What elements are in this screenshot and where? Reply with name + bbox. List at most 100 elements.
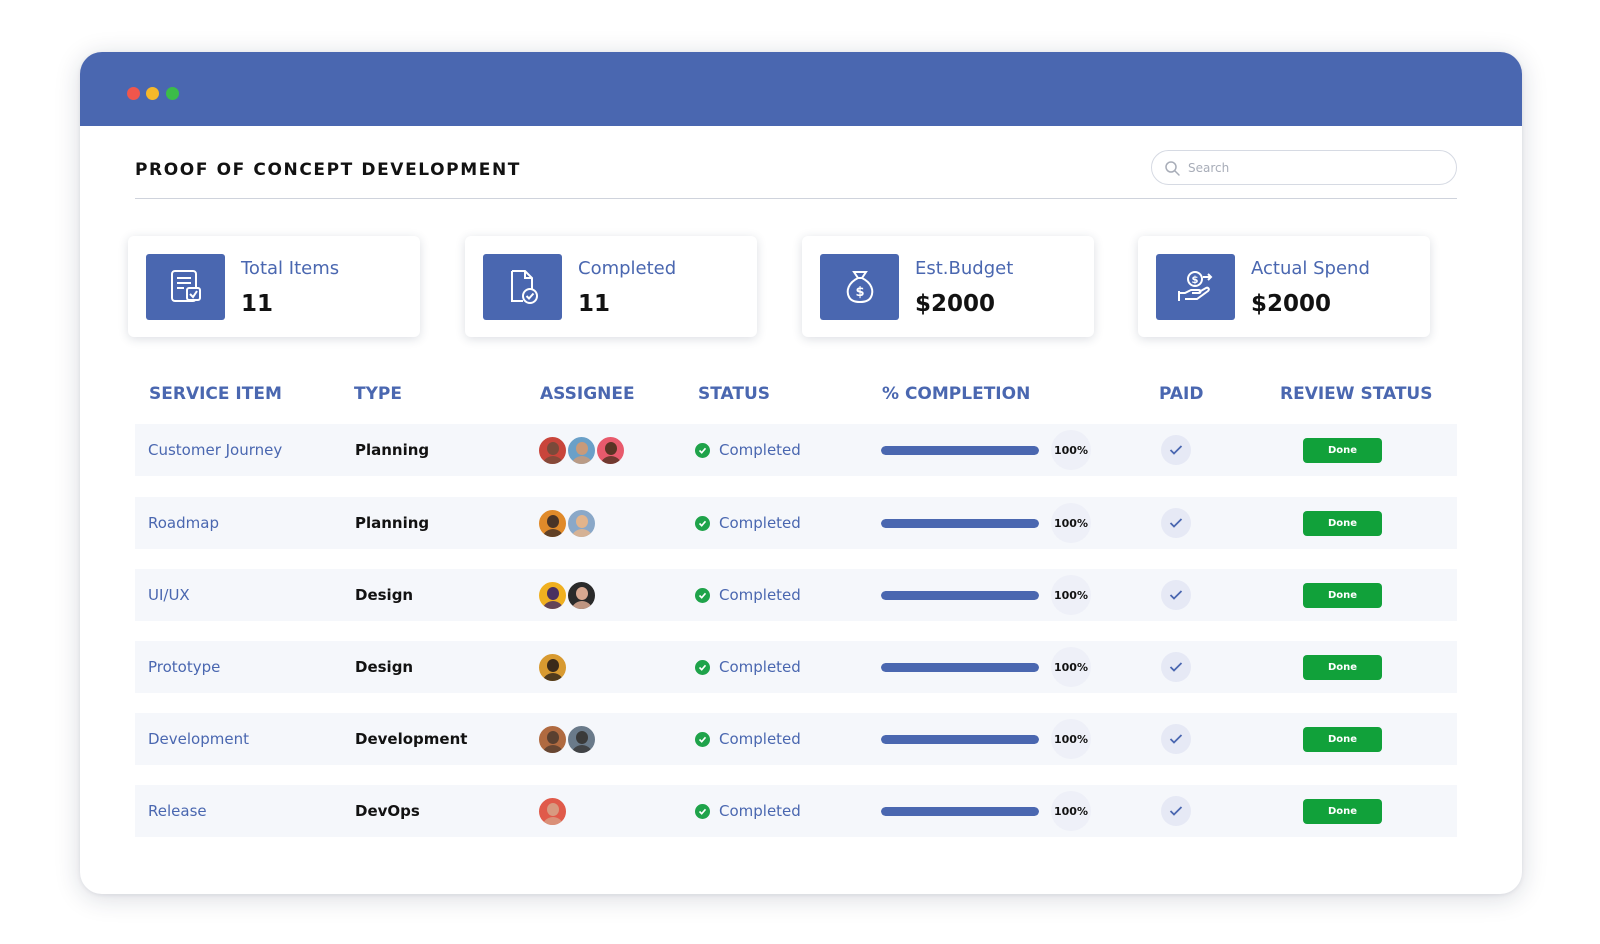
check-circle-icon [695, 587, 710, 603]
paid-check-button[interactable] [1161, 435, 1191, 465]
assignee-avatar[interactable] [566, 434, 597, 466]
assignee-avatar[interactable] [566, 723, 597, 755]
assignee-avatar[interactable] [537, 507, 568, 539]
completion-percent: 100% [1051, 575, 1091, 615]
assignee-avatar[interactable] [537, 795, 568, 827]
column-header-type[interactable]: TYPE [354, 384, 402, 404]
progress-fill [881, 734, 1039, 744]
column-header-review-status[interactable]: REVIEW STATUS [1280, 384, 1433, 404]
assignee-group [537, 641, 568, 693]
paid-check-button[interactable] [1161, 652, 1191, 682]
search-icon [1165, 161, 1180, 176]
column-header-status[interactable]: STATUS [698, 384, 771, 404]
status-text: Completed [719, 514, 801, 532]
done-badge[interactable]: Done [1303, 437, 1382, 463]
service-item-link[interactable]: Prototype [148, 658, 221, 676]
done-badge[interactable]: Done [1303, 798, 1382, 824]
document-check-icon [483, 254, 562, 320]
paid-check-button[interactable] [1161, 724, 1191, 754]
type-label: Planning [355, 514, 430, 532]
progress-bar [881, 662, 1039, 672]
paid-check-button[interactable] [1161, 508, 1191, 538]
column-header-paid[interactable]: PAID [1159, 384, 1204, 404]
completion-cell: 100% [881, 569, 1091, 621]
assignee-avatar[interactable] [566, 507, 597, 539]
search-input[interactable] [1188, 157, 1446, 179]
search-box[interactable] [1151, 150, 1457, 185]
assignee-avatar[interactable] [537, 723, 568, 755]
progress-fill [881, 445, 1039, 455]
type-label: Design [355, 586, 414, 604]
table-row[interactable]: Development Development Completed 100% Done [135, 713, 1457, 765]
type-label: Design [355, 658, 414, 676]
type-label: Planning [355, 441, 430, 459]
completion-cell: 100% [881, 497, 1091, 549]
status-text: Completed [719, 586, 801, 604]
assignee-avatar[interactable] [537, 434, 568, 466]
paid-cell [1161, 497, 1191, 549]
column-header-service-item[interactable]: SERVICE ITEM [149, 384, 282, 404]
service-item-link[interactable]: Customer Journey [148, 441, 283, 459]
status-text: Completed [719, 441, 801, 459]
done-badge[interactable]: Done [1303, 582, 1382, 608]
minimize-window-button[interactable] [146, 87, 159, 100]
assignee-avatar[interactable] [537, 651, 568, 683]
assignee-group [537, 713, 597, 765]
paid-cell [1161, 713, 1191, 765]
review-status-cell: Done [1303, 497, 1382, 549]
table-row[interactable]: Release DevOps Completed 100% Done [135, 785, 1457, 837]
done-badge[interactable]: Done [1303, 510, 1382, 536]
stat-label: Est.Budget [915, 258, 1014, 279]
completion-percent: 100% [1051, 719, 1091, 759]
maximize-window-button[interactable] [166, 87, 179, 100]
paid-check-button[interactable] [1161, 580, 1191, 610]
progress-fill [881, 518, 1039, 528]
check-icon [1169, 445, 1183, 455]
paid-check-button[interactable] [1161, 796, 1191, 826]
check-icon [1169, 734, 1183, 744]
paid-cell [1161, 641, 1191, 693]
completion-cell: 100% [881, 713, 1091, 765]
check-circle-icon [695, 515, 710, 531]
review-status-cell: Done [1303, 713, 1382, 765]
check-icon [1169, 662, 1183, 672]
stat-value: 11 [578, 291, 611, 317]
paid-cell [1161, 424, 1191, 476]
progress-fill [881, 662, 1039, 672]
assignee-group [537, 785, 568, 837]
table-row[interactable]: Roadmap Planning Completed 100% Done [135, 497, 1457, 549]
assignee-group [537, 424, 626, 476]
column-header-completion[interactable]: % COMPLETION [882, 384, 1031, 404]
progress-bar [881, 518, 1039, 528]
close-window-button[interactable] [127, 87, 140, 100]
completion-percent: 100% [1051, 430, 1091, 470]
hand-dollar-icon: $ [1156, 254, 1235, 320]
progress-bar [881, 590, 1039, 600]
assignee-avatar[interactable] [537, 579, 568, 611]
progress-bar [881, 806, 1039, 816]
service-item-link[interactable]: Development [148, 730, 249, 748]
progress-fill [881, 590, 1039, 600]
completion-cell: 100% [881, 424, 1091, 476]
stat-label: Actual Spend [1251, 258, 1370, 279]
assignee-avatar[interactable] [595, 434, 626, 466]
table-row[interactable]: Customer Journey Planning Completed 100% Don… [135, 424, 1457, 476]
service-item-link[interactable]: UI/UX [148, 586, 190, 604]
done-badge[interactable]: Done [1303, 654, 1382, 680]
table-row[interactable]: UI/UX Design Completed 100% Done [135, 569, 1457, 621]
assignee-group [537, 497, 597, 549]
check-icon [1169, 806, 1183, 816]
column-header-assignee[interactable]: ASSIGNEE [540, 384, 635, 404]
done-badge[interactable]: Done [1303, 726, 1382, 752]
service-item-link[interactable]: Roadmap [148, 514, 219, 532]
table-row[interactable]: Prototype Design Completed 100% Done [135, 641, 1457, 693]
assignee-avatar[interactable] [566, 579, 597, 611]
stat-label: Completed [578, 258, 677, 279]
status-cell: Completed [695, 569, 801, 621]
check-circle-icon [695, 659, 710, 675]
progress-fill [881, 806, 1039, 816]
completion-percent: 100% [1051, 647, 1091, 687]
service-item-link[interactable]: Release [148, 802, 207, 820]
type-label: DevOps [355, 802, 420, 820]
stat-card-total-items: Total Items 11 [128, 236, 420, 337]
